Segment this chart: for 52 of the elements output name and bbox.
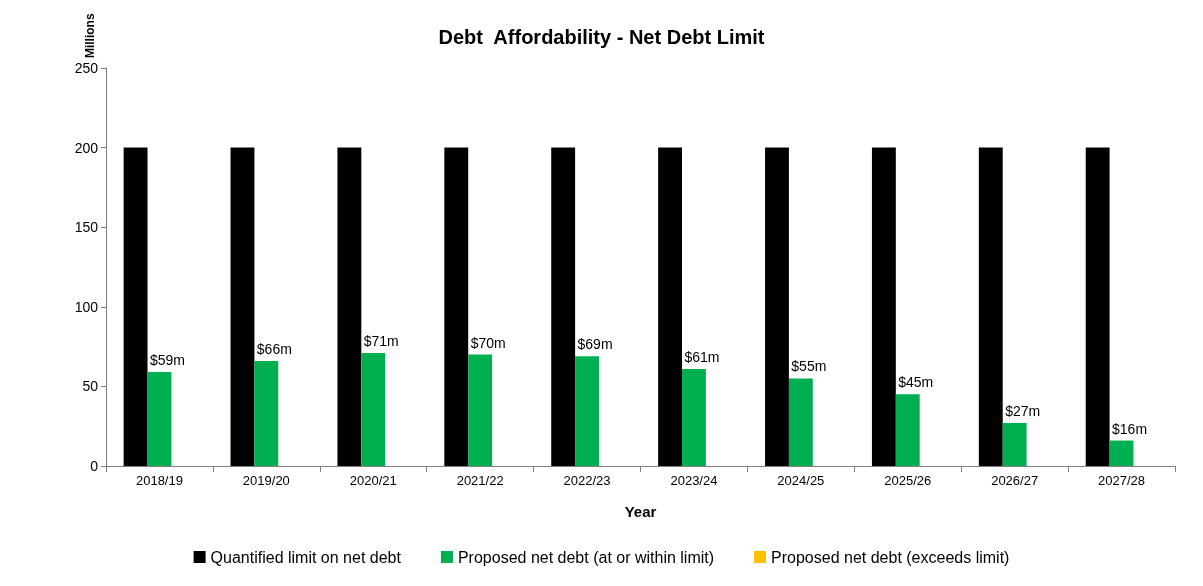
y-tick-label: 100 [74,298,99,315]
data-label: $71m [363,332,399,349]
y-axis-title: Millions [83,13,97,59]
bar [1002,423,1027,466]
y-tick-label: 250 [74,60,99,76]
data-label: $27m [1005,403,1041,420]
bar [147,372,172,466]
x-tick-label: 2027/28 [1098,473,1146,488]
legend-label: Proposed net debt (exceeds limit) [771,548,1010,566]
legend-label: Proposed net debt (at or within limit) [457,548,715,566]
bar [468,354,493,466]
bar [788,378,813,466]
bar [361,352,386,466]
y-tick-label: 200 [74,139,99,156]
x-tick-label: 2023/24 [670,473,718,488]
x-tick-label: 2019/20 [242,473,290,488]
bar [765,147,789,466]
data-label: $55m [791,358,827,375]
bar [551,147,576,466]
bar [575,356,599,466]
x-tick-label: 2026/27 [991,473,1039,488]
data-label: $61m [684,348,720,365]
x-tick-label: 2020/21 [349,473,397,488]
bar [254,360,279,466]
data-label: $59m [149,352,185,369]
legend-label: Quantified limit on net debt [210,548,402,566]
data-label: $16m [1112,420,1148,437]
bar [444,147,469,466]
data-label: $70m [470,334,506,351]
bar [871,147,896,466]
data-label: $69m [577,336,613,353]
y-tick-label: 150 [74,219,99,236]
x-tick-label: 2018/19 [135,473,183,488]
y-tick-label: 50 [82,378,99,395]
x-tick-label: 2024/25 [777,473,825,488]
data-label: $66m [256,340,292,357]
bar [337,147,362,466]
bar [123,147,148,466]
bar [895,394,920,466]
x-tick-label: 2021/22 [456,473,504,488]
x-tick-label: 2022/23 [563,473,611,488]
bar [1085,147,1110,466]
bar [682,368,706,466]
x-axis-title: Year [624,503,657,520]
y-tick-label: 0 [90,458,99,474]
bar [978,147,1003,466]
x-tick-label: 2025/26 [884,473,932,488]
chart-title: Debt Affordability - Net Debt Limit [438,26,765,48]
bar [658,147,683,466]
data-label: $45m [898,374,934,391]
bar [1109,440,1134,466]
bar [230,147,255,466]
